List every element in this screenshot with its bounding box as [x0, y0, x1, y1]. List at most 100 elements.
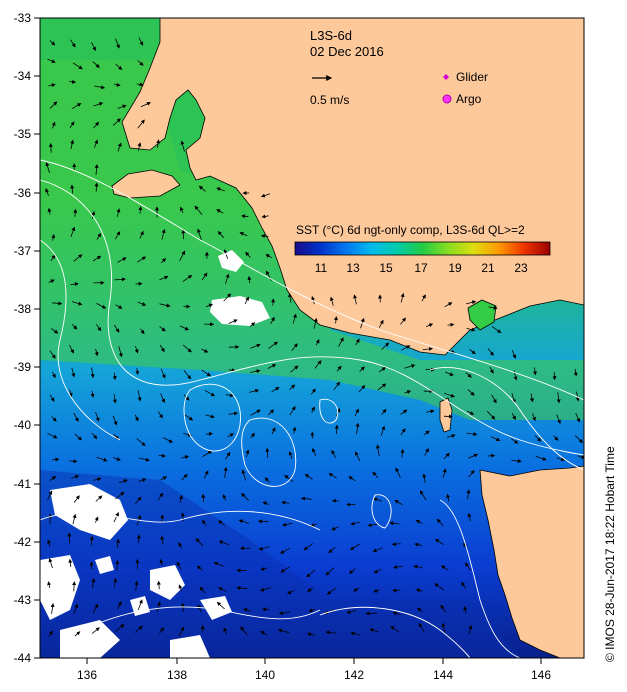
- current-vector: [250, 432, 255, 439]
- colorbar-swatch: [294, 241, 551, 256]
- current-vector: [205, 431, 213, 436]
- current-vector: [421, 294, 426, 302]
- current-vector: [156, 601, 161, 613]
- current-vector: [91, 433, 98, 440]
- current-vector: [435, 538, 444, 545]
- current-vector: [72, 301, 83, 306]
- current-vector: [245, 449, 250, 458]
- current-vector: [94, 164, 99, 176]
- current-vector: [358, 385, 366, 393]
- current-vector: [92, 603, 99, 614]
- current-vector: [448, 349, 456, 354]
- current-vector: [72, 513, 77, 525]
- current-vector: [469, 349, 476, 355]
- current-vector: [353, 587, 360, 592]
- current-vector: [94, 348, 99, 357]
- current-vector: [47, 581, 52, 588]
- current-vector: [280, 566, 290, 573]
- current-vector: [195, 538, 203, 546]
- current-vector: [223, 466, 228, 478]
- current-vector: [271, 427, 276, 435]
- colorbar-title: SST (°C) 6d ngt-only comp, L3S-6d QL>=2: [296, 223, 525, 237]
- lat-tick-label: -38: [14, 302, 32, 316]
- current-vector: [436, 518, 444, 527]
- current-vector: [440, 604, 446, 613]
- current-vector: [49, 101, 58, 109]
- lon-tick-label: 136: [77, 668, 97, 682]
- current-vector: [489, 366, 494, 374]
- current-vector: [117, 257, 127, 263]
- current-vector: [158, 453, 166, 458]
- current-vector: [228, 319, 238, 324]
- date-label: 02 Dec 2016: [310, 44, 384, 59]
- current-vector: [89, 535, 94, 546]
- current-vector: [93, 121, 100, 129]
- current-vector: [115, 63, 123, 71]
- current-vector: [201, 348, 209, 353]
- current-vector: [306, 569, 316, 578]
- current-vector: [116, 538, 120, 549]
- current-vector: [243, 608, 251, 612]
- current-vector: [69, 459, 78, 464]
- current-vector: [575, 412, 581, 423]
- current-vector: [389, 521, 400, 526]
- current-vector: [325, 567, 335, 576]
- current-vector: [413, 564, 423, 569]
- current-vector: [137, 60, 144, 66]
- current-vector: [179, 325, 190, 331]
- current-vector: [47, 433, 58, 439]
- lat-tick-labels: -33 -34 -35 -36 -37 -38 -39 -40 -41 -42 …: [14, 11, 32, 665]
- current-vector: [94, 516, 99, 523]
- current-vector: [112, 118, 121, 126]
- current-vector: [156, 580, 161, 590]
- current-vector: [112, 457, 121, 461]
- current-vector: [112, 394, 117, 404]
- current-vector: [178, 626, 184, 637]
- current-vector: [92, 61, 100, 68]
- current-vector: [443, 392, 455, 398]
- current-vector: [304, 474, 313, 480]
- current-vector: [533, 367, 537, 376]
- current-vector: [328, 472, 337, 479]
- current-vector: [346, 610, 356, 614]
- current-vector: [257, 519, 269, 524]
- sst-contours: [40, 159, 584, 658]
- current-vector: [91, 42, 96, 52]
- current-vector: [160, 514, 165, 522]
- no-data-patches: [40, 250, 270, 658]
- current-vector: [137, 390, 142, 402]
- current-vector: [441, 622, 446, 634]
- current-vector: [392, 611, 401, 616]
- current-vector: [400, 317, 407, 325]
- current-vector: [414, 542, 423, 547]
- current-vector: [267, 364, 277, 369]
- current-vector: [466, 300, 477, 305]
- current-vector: [314, 360, 322, 369]
- current-vector: [245, 251, 251, 258]
- current-vector: [138, 478, 147, 482]
- current-vector: [373, 588, 380, 593]
- lat-tick-label: -40: [14, 418, 32, 432]
- current-vector: [218, 540, 229, 546]
- current-vector: [311, 296, 316, 305]
- current-vector: [216, 601, 225, 610]
- current-vector: [415, 520, 423, 525]
- current-vector: [115, 304, 123, 309]
- current-vector: [442, 468, 447, 479]
- current-vector: [372, 471, 379, 479]
- land-tasmania: [479, 465, 584, 658]
- current-vector: [93, 477, 102, 482]
- current-vector: [365, 611, 378, 616]
- lat-tick-label: -34: [14, 69, 32, 83]
- current-vector: [511, 350, 517, 359]
- current-vector: [140, 102, 151, 108]
- current-vector: [333, 381, 340, 391]
- current-vector: [183, 370, 192, 380]
- argo-marker-icon: [442, 94, 452, 104]
- current-vector: [118, 346, 123, 358]
- current-vector: [179, 206, 184, 214]
- current-vector: [315, 339, 320, 346]
- current-vector: [261, 214, 269, 219]
- current-vector: [159, 627, 165, 634]
- current-vector: [446, 493, 451, 502]
